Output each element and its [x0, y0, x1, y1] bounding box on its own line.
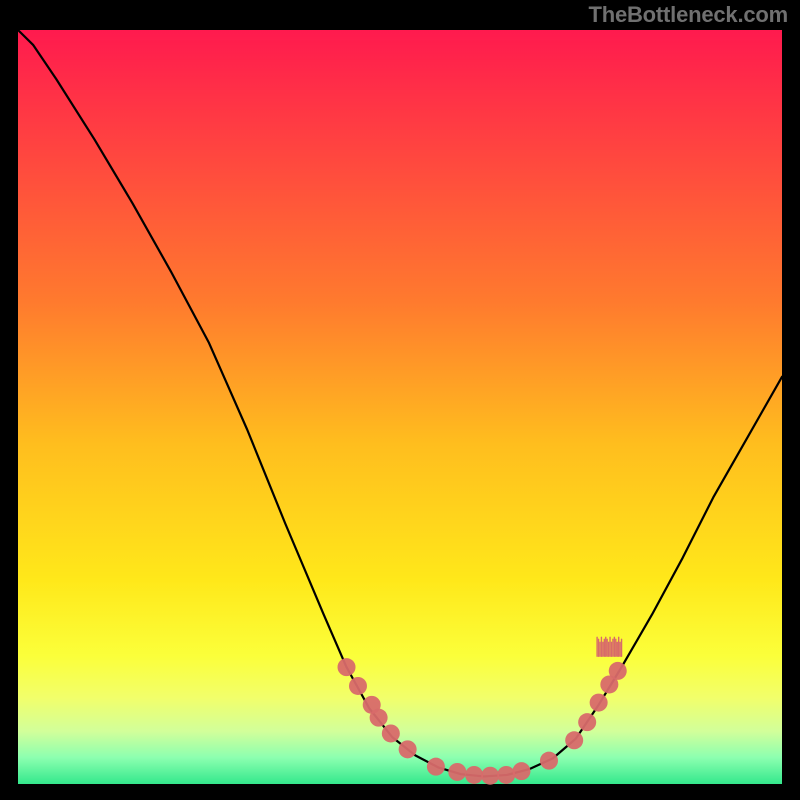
curve-layer	[18, 30, 782, 784]
marker-dot	[497, 766, 515, 784]
marker-dot	[481, 767, 499, 785]
marker-dot	[590, 694, 608, 712]
marker-dot	[565, 731, 583, 749]
marker-dot	[399, 740, 417, 758]
right-flank-hatch	[597, 637, 621, 656]
valley-markers	[338, 658, 627, 785]
marker-dot	[540, 752, 558, 770]
marker-dot	[370, 709, 388, 727]
marker-dot	[609, 662, 627, 680]
chart-container: TheBottleneck.com	[0, 0, 800, 800]
marker-dot	[349, 677, 367, 695]
marker-dot	[512, 762, 530, 780]
marker-dot	[448, 763, 466, 781]
marker-dot	[578, 713, 596, 731]
marker-dot	[465, 766, 483, 784]
marker-dot	[382, 724, 400, 742]
watermark-text: TheBottleneck.com	[588, 2, 788, 28]
marker-dot	[427, 758, 445, 776]
marker-dot	[338, 658, 356, 676]
bottleneck-curve	[18, 30, 782, 776]
plot-area	[18, 30, 782, 784]
